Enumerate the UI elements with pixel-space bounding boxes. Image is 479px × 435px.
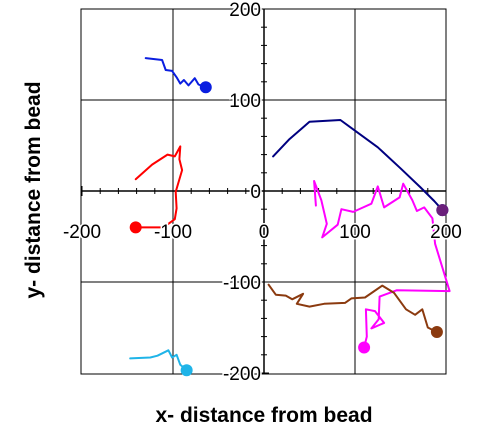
trajectories [129, 57, 451, 377]
trajectory-line-2 [134, 145, 184, 229]
trajectory-endpoint-5 [436, 204, 449, 217]
trajectory-endpoint-6 [358, 341, 371, 354]
x-axis-title: x- distance from bead [155, 404, 372, 427]
axes [81, 8, 447, 374]
trajectory-line-4 [272, 119, 444, 212]
y-tick-label: 100 [229, 91, 261, 112]
y-tick-label: -100 [223, 273, 261, 294]
trajectory-endpoint-2 [129, 221, 142, 234]
x-tick-label: -200 [63, 222, 101, 243]
x-tick-label: -100 [154, 222, 192, 243]
trajectory-endpoint-1 [199, 81, 212, 94]
y-tick-label: -200 [223, 364, 261, 385]
trajectory-line-7 [267, 283, 438, 334]
trajectory-endpoint-3 [180, 364, 193, 377]
x-tick-label: 0 [259, 222, 270, 243]
trajectory-endpoint-7 [430, 326, 443, 339]
trajectory-line-3 [129, 349, 188, 372]
y-tick-label: 200 [229, 0, 261, 21]
trajectory-line-6 [313, 180, 451, 349]
y-tick-label: 0 [250, 182, 261, 203]
x-tick-label: 100 [339, 222, 371, 243]
trajectory-line-1 [144, 57, 207, 89]
tick-labels: -200 -100 0 100 200 200 100 0 -100 -200 [61, 0, 463, 387]
y-axis-title: y- distance from bead [22, 81, 45, 298]
x-tick-label: 200 [430, 222, 462, 243]
